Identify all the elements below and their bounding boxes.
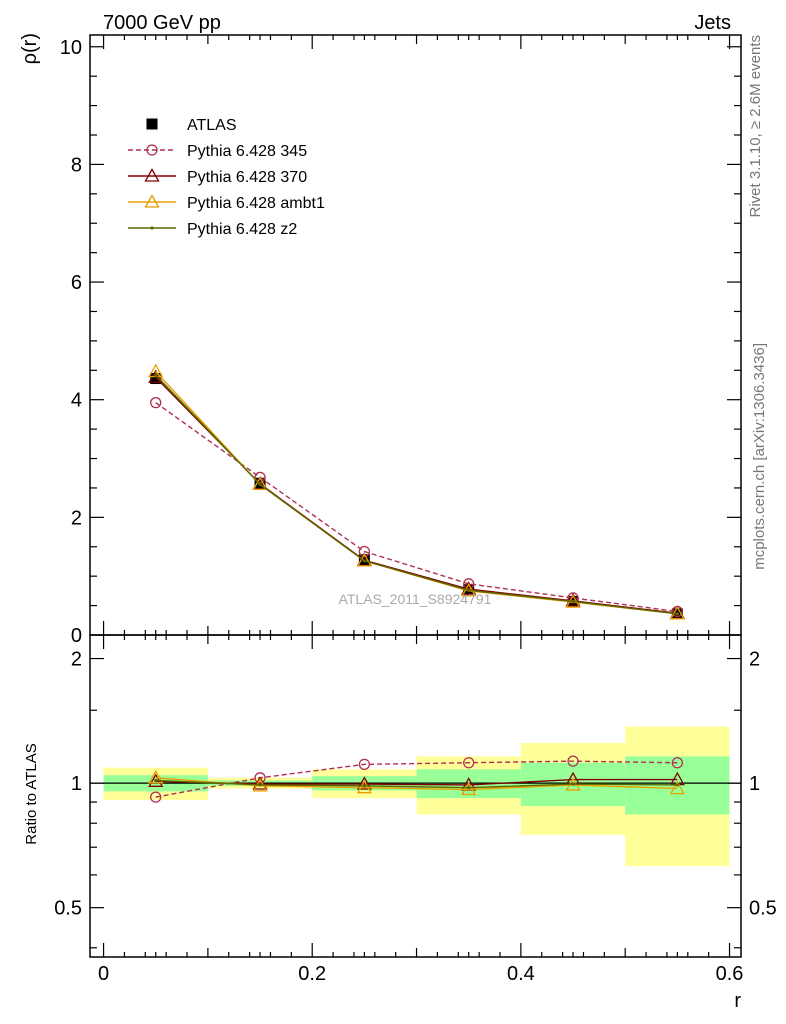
main-point-2-3 <box>461 581 477 595</box>
rivet-label: Rivet 3.1.10, ≥ 2.6M events <box>747 35 764 218</box>
main-point-3-1 <box>252 476 268 491</box>
x-tick-label: 0 <box>98 963 109 985</box>
main-point-1-1 <box>254 471 266 484</box>
legend-label-3: Pythia 6.428 ambt1 <box>187 195 325 212</box>
main-point-0-0 <box>150 373 162 385</box>
ratio-y-tick-label-right: 0.5 <box>749 898 777 920</box>
main-series-1 <box>150 396 684 618</box>
ratio-point-0-2 <box>358 758 371 771</box>
main-point-4-2 <box>362 559 366 563</box>
main-y-tick-label: 0 <box>71 625 82 647</box>
ratio-series-0 <box>150 755 684 803</box>
ratio-point-3-0 <box>154 778 158 783</box>
ratio-panel: 0.5 0.5 1 1 2 2 0 0.2 0.4 0.6 <box>54 634 777 985</box>
legend-item-4: Pythia 6.428 z2 <box>128 221 297 238</box>
x-axis-label: r <box>734 990 741 1012</box>
x-tick-label: 0.4 <box>507 963 535 985</box>
ratio-point-2-2 <box>356 779 372 794</box>
legend: ATLAS Pythia 6.428 345 Pythia 6.428 370 Pyt… <box>128 117 325 238</box>
main-series-line-2 <box>155 376 678 614</box>
main-y-tick-label: 4 <box>71 390 82 412</box>
legend-marker-4 <box>150 226 154 230</box>
main-point-3-2 <box>356 553 372 567</box>
ratio-y-tick-label: 0.5 <box>54 898 82 920</box>
ratio-series-line-3 <box>155 779 678 789</box>
main-series-0 <box>150 373 683 620</box>
main-point-4-0 <box>154 373 158 377</box>
legend-item-0: ATLAS <box>146 117 237 134</box>
ratio-point-0-0 <box>150 791 162 803</box>
ratio-point-0-1 <box>254 772 266 784</box>
main-y-tick-label: 6 <box>71 272 82 294</box>
main-series-4 <box>154 373 679 616</box>
ratio-point-0-5 <box>671 757 684 769</box>
main-point-1-2 <box>358 545 371 558</box>
main-series-line-1 <box>155 402 678 613</box>
ratio-point-2-3 <box>461 781 477 796</box>
legend-label-0: ATLAS <box>187 117 237 134</box>
legend-item-3: Pythia 6.428 ambt1 <box>128 194 325 212</box>
main-y-axis-label: ρ(r) <box>19 33 41 64</box>
ratio-point-0-3 <box>463 757 475 769</box>
legend-marker-2 <box>144 168 160 182</box>
mcplots-label: mcplots.cern.ch [arXiv:1306.3436] <box>751 343 768 570</box>
analysis-label: ATLAS_2011_S8924791 <box>339 591 492 607</box>
main-point-4-3 <box>467 588 471 592</box>
main-panel: 0 2 4 6 8 10 <box>60 34 742 647</box>
main-point-4-5 <box>675 612 679 616</box>
ratio-point-2-5 <box>669 780 685 795</box>
ratio-point-3-1 <box>258 783 262 787</box>
legend-marker-0 <box>146 118 158 130</box>
ratio-frame <box>89 634 742 958</box>
legend-item-1: Pythia 6.428 345 <box>128 143 307 160</box>
ratio-point-3-3 <box>467 786 471 790</box>
main-point-4-1 <box>258 482 262 487</box>
ratio-point-1-1 <box>252 776 268 790</box>
ratio-y-axis-label: Ratio to ATLAS <box>23 743 40 844</box>
ratio-point-3-2 <box>362 784 366 788</box>
ratio-series-line-0 <box>155 760 678 798</box>
legend-marker-3 <box>144 194 160 208</box>
main-series-2 <box>148 369 685 619</box>
ratio-y-tick-label-right: 1 <box>749 773 760 795</box>
ratio-y-tick-label: 2 <box>71 649 82 671</box>
main-series-3 <box>148 363 685 620</box>
ratio-y-tick-label: 1 <box>71 773 82 795</box>
x-tick-label: 0.2 <box>298 963 326 985</box>
ratio-point-3-4 <box>571 782 575 786</box>
main-y-tick-label: 2 <box>71 507 82 529</box>
main-series-line-3 <box>155 370 678 615</box>
legend-marker-1 <box>146 144 158 156</box>
ratio-series-3 <box>154 778 679 790</box>
legend-label-2: Pythia 6.428 370 <box>187 169 307 186</box>
main-y-tick-label: 10 <box>60 37 82 59</box>
ratio-point-3-5 <box>675 783 679 787</box>
header-right: Jets <box>694 12 731 34</box>
main-point-4-4 <box>571 599 575 604</box>
ratio-point-0-4 <box>567 755 579 767</box>
ratio-point-1-2 <box>356 776 372 790</box>
main-series-line-4 <box>155 374 678 615</box>
ratio-y-tick-label-right: 2 <box>749 649 760 671</box>
x-tick-label: 0.6 <box>716 963 744 985</box>
legend-item-2: Pythia 6.428 370 <box>128 168 307 186</box>
ratio-point-2-0 <box>148 769 164 784</box>
legend-label-1: Pythia 6.428 345 <box>187 143 307 160</box>
main-point-1-0 <box>150 396 162 409</box>
legend-label-4: Pythia 6.428 z2 <box>187 221 297 238</box>
main-y-tick-label: 8 <box>71 154 82 176</box>
header-left: 7000 GeV pp <box>103 12 221 34</box>
